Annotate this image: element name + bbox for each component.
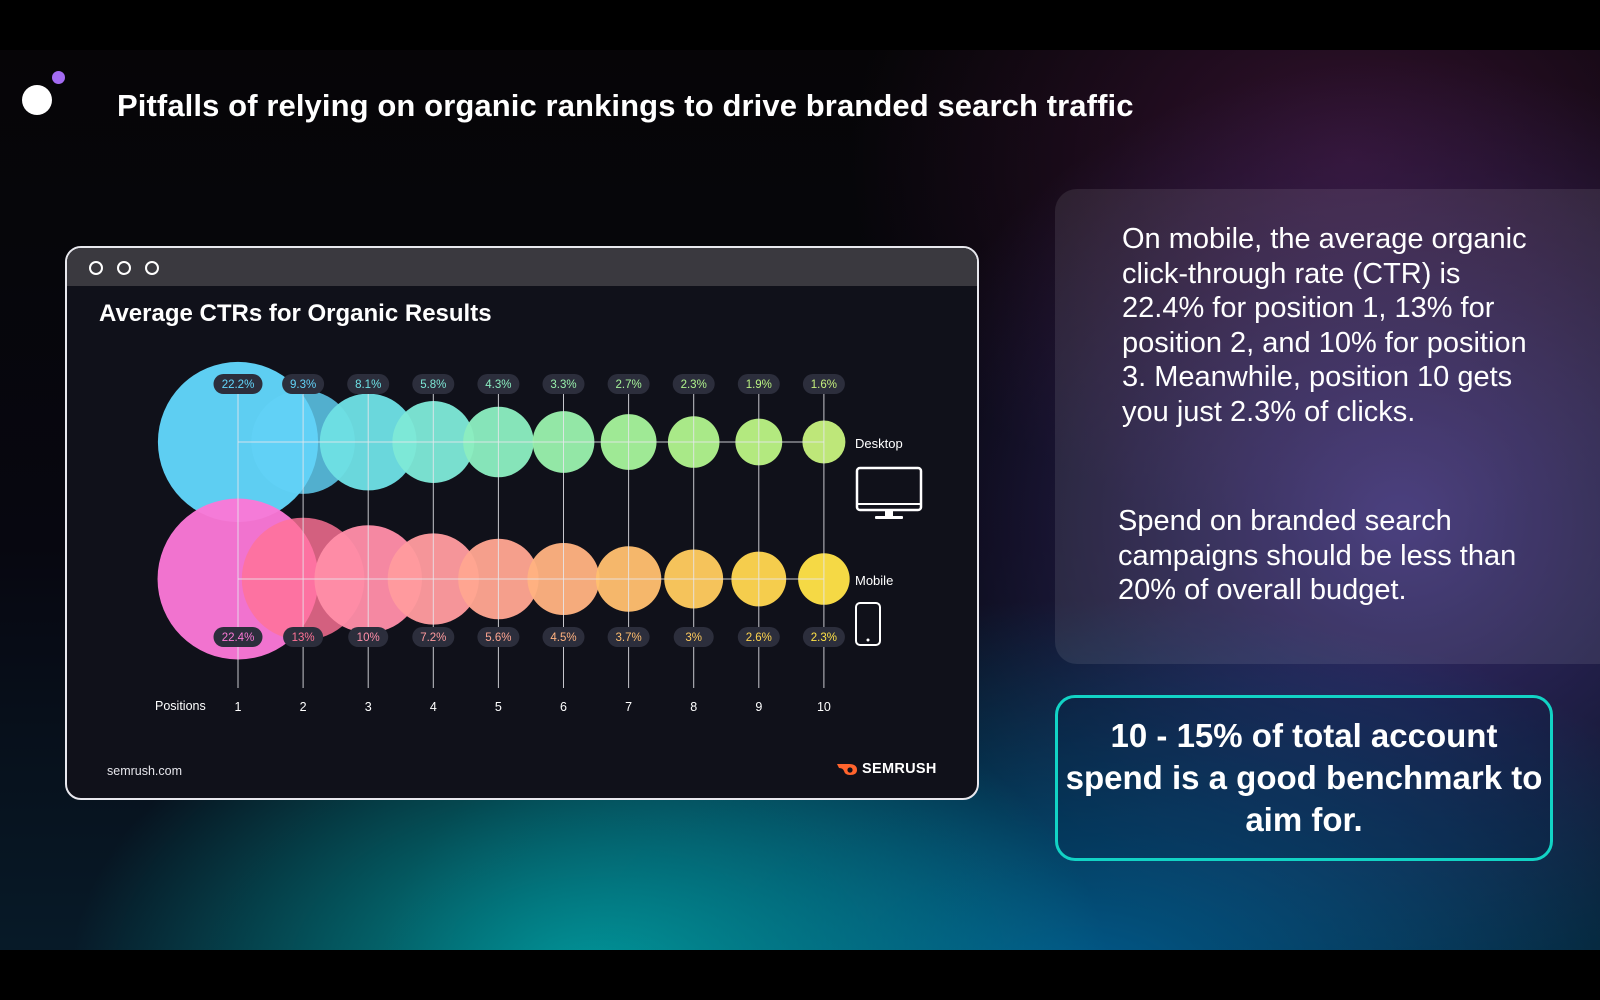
mobile-value-label: 7.2% bbox=[412, 627, 455, 647]
mobile-value-label: 3% bbox=[673, 627, 714, 647]
mobile-value-label: 10% bbox=[348, 627, 389, 647]
value-label-text: 22.4% bbox=[222, 632, 255, 644]
value-label-text: 22.2% bbox=[222, 379, 255, 391]
desktop-value-label: 1.9% bbox=[737, 374, 780, 394]
ctr-bubble-chart: 22.2% 9.3% 8.1% 5.8% 4.3% 3.3% 2.7% 2.3% 1.9% 1.6… bbox=[155, 361, 923, 714]
value-label-pill bbox=[412, 374, 455, 394]
desktop-value-label: 2.3% bbox=[672, 374, 715, 394]
value-label-text: 2.3% bbox=[811, 632, 837, 644]
value-label-text: 4.5% bbox=[550, 632, 576, 644]
info-panel bbox=[1055, 189, 1600, 664]
source-footer: semrush.com bbox=[107, 764, 183, 778]
budget-paragraph: Spend on branded search campaigns should… bbox=[1118, 505, 1517, 606]
position-tick-label: 10 bbox=[817, 700, 831, 714]
value-label-text: 8.1% bbox=[355, 379, 381, 391]
position-tick-label: 3 bbox=[365, 700, 372, 714]
value-label-pill bbox=[737, 374, 780, 394]
slide: Pitfalls of relying on organic rankings … bbox=[0, 50, 1600, 950]
desktop-value-label: 2.7% bbox=[607, 374, 650, 394]
position-tick-label: 6 bbox=[560, 700, 567, 714]
value-label-pill bbox=[672, 374, 715, 394]
value-label-pill bbox=[673, 627, 714, 647]
position-tick-label: 5 bbox=[495, 700, 502, 714]
value-label-pill bbox=[282, 374, 325, 394]
value-label-text: 7.2% bbox=[420, 632, 446, 644]
desktop-monitor-icon bbox=[855, 466, 923, 519]
mobile-label: Mobile bbox=[855, 573, 893, 588]
value-label-text: 10% bbox=[357, 632, 380, 644]
value-label-pill bbox=[213, 627, 263, 647]
mobile-phone-icon bbox=[855, 602, 881, 646]
value-label-text: 5.6% bbox=[485, 632, 511, 644]
value-label-pill bbox=[348, 627, 389, 647]
value-label-pill bbox=[477, 627, 520, 647]
slide-title: Pitfalls of relying on organic rankings … bbox=[117, 88, 1134, 123]
value-label-pill bbox=[607, 374, 650, 394]
mobile-value-label: 3.7% bbox=[607, 627, 650, 647]
value-label-text: 2.7% bbox=[615, 379, 641, 391]
desktop-value-label: 3.3% bbox=[542, 374, 585, 394]
value-label-text: 3.7% bbox=[615, 632, 641, 644]
desktop-value-label: 1.6% bbox=[802, 374, 845, 394]
value-label-text: 2.3% bbox=[681, 379, 707, 391]
mobile-value-label: 2.6% bbox=[737, 627, 780, 647]
value-label-pill bbox=[347, 374, 390, 394]
desktop-value-label: 8.1% bbox=[347, 374, 390, 394]
desktop-value-label: 22.2% bbox=[213, 374, 263, 394]
desktop-label: Desktop bbox=[855, 436, 903, 451]
mobile-value-label: 22.4% bbox=[213, 627, 263, 647]
value-label-text: 9.3% bbox=[290, 379, 316, 391]
desktop-value-label: 9.3% bbox=[282, 374, 325, 394]
value-label-pill bbox=[542, 374, 585, 394]
semrush-fire-icon bbox=[837, 764, 857, 775]
window-dot-icon bbox=[117, 261, 131, 275]
value-label-pill bbox=[477, 374, 520, 394]
mobile-value-label: 2.3% bbox=[802, 627, 845, 647]
chart-card: Average CTRs for Organic Results 22.2% 9.… bbox=[65, 246, 979, 800]
mobile-ctr-paragraph: On mobile, the average organic click-thr… bbox=[1122, 223, 1527, 428]
value-label-pill bbox=[607, 627, 650, 647]
benchmark-callout-text: 10 - 15% of total account spend is a goo… bbox=[1065, 717, 1543, 838]
value-label-pill bbox=[283, 627, 324, 647]
value-label-text: 13% bbox=[292, 632, 315, 644]
window-dot-icon bbox=[89, 261, 103, 275]
value-label-text: 1.9% bbox=[746, 379, 772, 391]
value-label-text: 5.8% bbox=[420, 379, 446, 391]
mobile-value-label: 13% bbox=[283, 627, 324, 647]
value-label-pill bbox=[213, 374, 263, 394]
window-title-bar bbox=[67, 248, 977, 286]
mobile-value-label: 5.6% bbox=[477, 627, 520, 647]
desktop-value-label: 4.3% bbox=[477, 374, 520, 394]
positions-label: Positions bbox=[155, 699, 206, 713]
logo-dot-icon bbox=[22, 85, 52, 115]
chart-title: Average CTRs for Organic Results bbox=[99, 300, 492, 327]
value-label-text: 3.3% bbox=[550, 379, 576, 391]
value-label-pill bbox=[412, 627, 455, 647]
position-tick-label: 7 bbox=[625, 700, 632, 714]
position-tick-label: 2 bbox=[300, 700, 307, 714]
desktop-value-label: 5.8% bbox=[412, 374, 455, 394]
window-dot-icon bbox=[145, 261, 159, 275]
mobile-value-label: 4.5% bbox=[542, 627, 585, 647]
value-label-text: 1.6% bbox=[811, 379, 837, 391]
position-tick-label: 1 bbox=[235, 700, 242, 714]
logo-accent-dot-icon bbox=[52, 71, 65, 84]
value-label-pill bbox=[542, 627, 585, 647]
semrush-wordmark: SEMRUSH bbox=[862, 761, 937, 777]
value-label-text: 2.6% bbox=[746, 632, 772, 644]
value-label-pill bbox=[802, 627, 845, 647]
position-tick-label: 8 bbox=[690, 700, 697, 714]
value-label-text: 3% bbox=[685, 632, 702, 644]
value-label-text: 4.3% bbox=[485, 379, 511, 391]
position-tick-label: 9 bbox=[755, 700, 762, 714]
value-label-pill bbox=[737, 627, 780, 647]
position-tick-label: 4 bbox=[430, 700, 437, 714]
semrush-logo: SEMRUSH bbox=[835, 761, 937, 777]
value-label-pill bbox=[802, 374, 845, 394]
benchmark-callout: 10 - 15% of total account spend is a goo… bbox=[1055, 695, 1553, 861]
